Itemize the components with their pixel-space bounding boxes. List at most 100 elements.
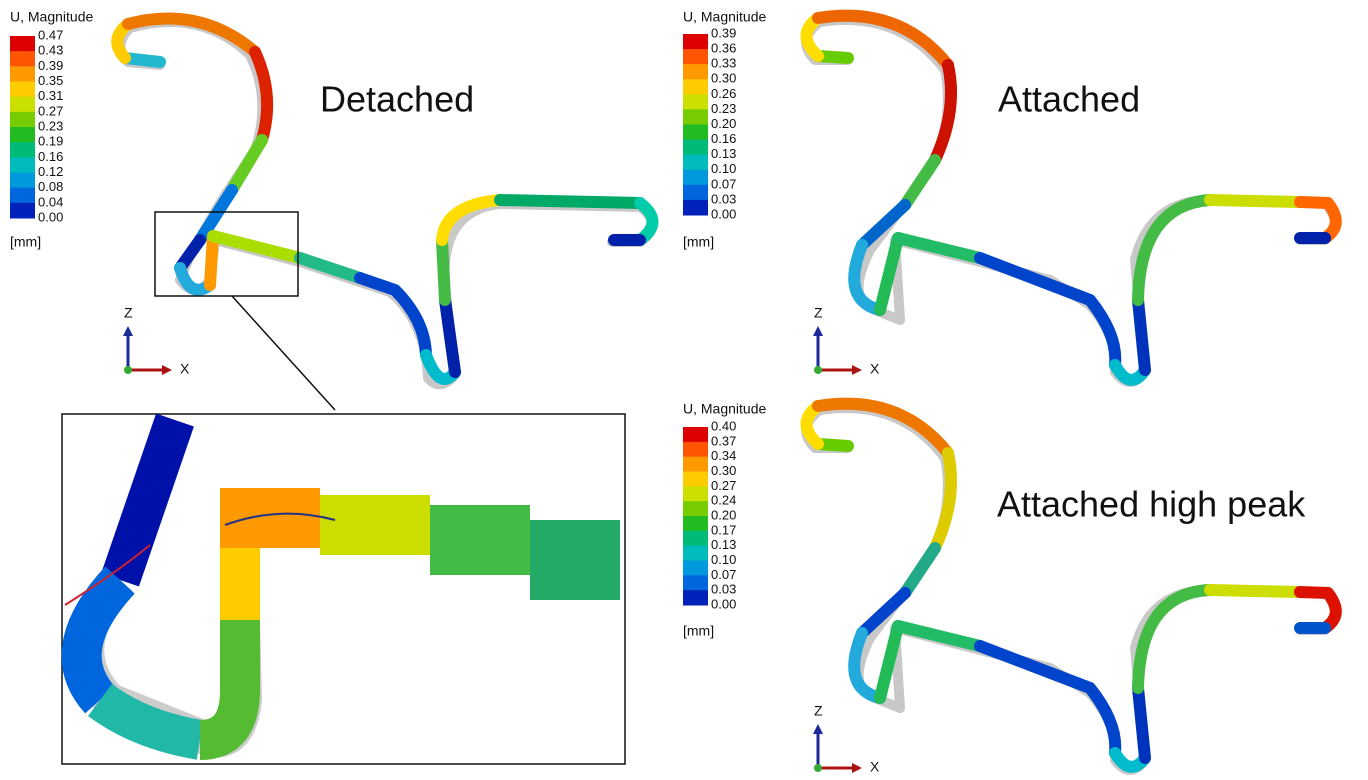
legend-level: 0.27 <box>38 103 63 118</box>
legend-level: 0.24 <box>711 493 736 508</box>
legend-level: 0.31 <box>38 88 63 103</box>
legend-level: 0.10 <box>711 552 736 567</box>
panel-label: Attached high peak <box>997 484 1306 525</box>
legend-band <box>683 427 708 442</box>
legend-title: U, Magnitude <box>683 401 766 417</box>
legend-band <box>683 155 708 171</box>
legend-unit: [mm] <box>10 234 41 250</box>
legend-level: 0.13 <box>711 146 736 161</box>
legend-band <box>10 51 35 67</box>
legend-band <box>683 516 708 531</box>
legend-band <box>683 109 708 125</box>
legend-level: 0.23 <box>711 101 736 116</box>
legend-band <box>683 442 708 457</box>
legend-level: 0.23 <box>38 118 63 133</box>
legend-level: 0.03 <box>711 191 736 206</box>
legend-level: 0.07 <box>711 176 736 191</box>
panel-label: Attached <box>998 79 1140 120</box>
legend-level: 0.08 <box>38 179 63 194</box>
legend-unit: [mm] <box>683 234 714 250</box>
legend-band <box>683 49 708 65</box>
attached-high-peak-model <box>806 404 1336 770</box>
legend-level: 0.20 <box>711 507 736 522</box>
legend-level: 0.16 <box>711 131 736 146</box>
legend-band <box>10 66 35 82</box>
axis-origin <box>814 764 822 772</box>
legend-level: 0.00 <box>711 596 736 611</box>
legend-band <box>10 97 35 113</box>
detached-model <box>117 19 652 385</box>
legend-level: 0.47 <box>38 27 63 42</box>
z-axis-label: Z <box>124 305 133 321</box>
legend-level: 0.00 <box>38 209 63 224</box>
legend-level: 0.19 <box>38 134 63 149</box>
legend-band <box>683 531 708 546</box>
legend-level: 0.13 <box>711 537 736 552</box>
x-axis-label: X <box>180 361 190 377</box>
legend-level: 0.37 <box>711 433 736 448</box>
panel-label: Detached <box>320 79 474 120</box>
legend-level: 0.03 <box>711 582 736 597</box>
legend-band <box>683 64 708 80</box>
x-axis-head <box>852 763 862 773</box>
legend-level: 0.43 <box>38 43 63 58</box>
x-axis-label: X <box>870 361 880 377</box>
axis-origin <box>814 366 822 374</box>
legend-level: 0.17 <box>711 522 736 537</box>
legend-level: 0.07 <box>711 567 736 582</box>
legend-band <box>683 34 708 50</box>
legend-level: 0.39 <box>711 25 736 40</box>
legend-band <box>10 203 35 219</box>
legend-level: 0.00 <box>711 206 736 221</box>
z-axis-head <box>813 724 823 734</box>
legend-title: U, Magnitude <box>10 9 93 25</box>
legend-level: 0.30 <box>711 71 736 86</box>
figure: U, Magnitude0.470.430.390.350.310.270.23… <box>0 0 1368 780</box>
legend-band <box>683 575 708 590</box>
legend-level: 0.27 <box>711 478 736 493</box>
legend-level: 0.39 <box>38 58 63 73</box>
legend-level: 0.33 <box>711 56 736 71</box>
legend-band <box>683 472 708 487</box>
z-axis-label: Z <box>814 305 823 321</box>
legend-level: 0.30 <box>711 463 736 478</box>
legend-band <box>683 94 708 110</box>
legend-level: 0.20 <box>711 116 736 131</box>
legend-level: 0.34 <box>711 448 736 463</box>
legend-band <box>683 170 708 186</box>
legend-band <box>683 561 708 576</box>
x-axis-head <box>162 365 172 375</box>
legend-band <box>10 173 35 189</box>
legend-level: 0.16 <box>38 149 63 164</box>
legend-level: 0.04 <box>38 194 63 209</box>
legend-band <box>683 457 708 472</box>
legend-band <box>683 185 708 201</box>
attached-model <box>806 16 1336 382</box>
legend-band <box>10 36 35 52</box>
legend-level: 0.36 <box>711 41 736 56</box>
legend-unit: [mm] <box>683 623 714 639</box>
legend-level: 0.10 <box>711 161 736 176</box>
z-axis-head <box>123 326 133 336</box>
legend-band <box>10 82 35 98</box>
legend-level: 0.26 <box>711 86 736 101</box>
axis-origin <box>124 366 132 374</box>
legend-band <box>683 546 708 561</box>
z-axis-head <box>813 326 823 336</box>
zoom-connector <box>232 296 335 410</box>
legend-title: U, Magnitude <box>683 9 766 25</box>
z-axis-label: Z <box>814 703 823 719</box>
legend-band <box>683 200 708 216</box>
legend-band <box>683 486 708 501</box>
legend-band <box>10 188 35 204</box>
legend-band <box>10 157 35 173</box>
legend-level: 0.35 <box>38 73 63 88</box>
legend-band <box>10 127 35 143</box>
legend-band <box>683 79 708 95</box>
legend-band <box>683 590 708 605</box>
legend-band <box>10 142 35 158</box>
x-axis-head <box>852 365 862 375</box>
legend-level: 0.40 <box>711 418 736 433</box>
legend-band <box>10 112 35 128</box>
legend-band <box>683 501 708 516</box>
